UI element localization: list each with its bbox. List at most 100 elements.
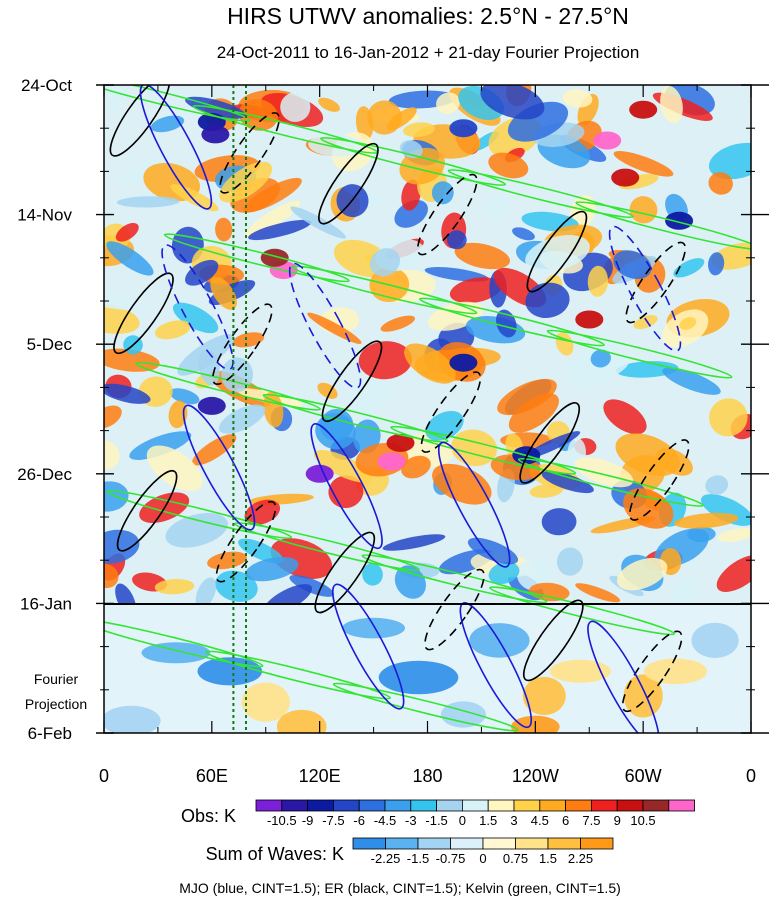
obs-colorbar-box xyxy=(255,799,283,812)
obs-anomaly-patch xyxy=(172,302,219,334)
er-contour xyxy=(318,142,379,225)
obs-colorbar-box xyxy=(591,799,618,812)
obs-anomaly-core xyxy=(665,211,694,230)
waves-colorbar-box xyxy=(417,837,451,850)
obs-colorbar-box xyxy=(642,799,670,812)
y-tick-label: 16-Jan xyxy=(20,594,72,613)
x-axis-ticks: 0 60E 120E 180 120W 60W 0 xyxy=(99,85,756,786)
waves-colorbar-box xyxy=(515,837,549,850)
obs-colorbar-box xyxy=(384,799,412,812)
obs-anomaly-patch xyxy=(154,320,191,340)
obs-anomaly-core xyxy=(449,119,478,138)
obs-anomaly-patch xyxy=(104,481,129,512)
obs-anomaly-patch xyxy=(150,115,185,133)
obs-anomaly-patch xyxy=(480,85,545,120)
obs-anomaly-patch xyxy=(115,222,139,242)
projection-anomaly-patch xyxy=(104,705,161,733)
obs-anomaly-patch xyxy=(655,448,693,476)
obs-colorbar-level-label: -6 xyxy=(353,813,365,828)
x-tick-label: 60E xyxy=(196,766,228,786)
obs-anomaly-patch xyxy=(482,194,509,221)
obs-anomaly-patch xyxy=(709,398,748,437)
kelvin-contour xyxy=(291,265,478,315)
obs-anomaly-patch xyxy=(394,199,428,228)
obs-anomaly-patch xyxy=(104,304,140,334)
obs-anomaly-patch xyxy=(424,267,489,282)
obs-anomaly-patch xyxy=(382,534,446,551)
obs-anomaly-patch xyxy=(717,528,751,543)
obs-anomaly-patch xyxy=(104,563,119,589)
projection-anomaly-patch xyxy=(141,642,211,664)
obs-anomaly-patch xyxy=(170,184,219,212)
obs-anomaly-patch xyxy=(248,219,312,241)
obs-anomaly-patch xyxy=(104,405,122,429)
waves-colorbar-level-label: -1.5 xyxy=(407,851,429,866)
chart-title: HIRS UTWV anomalies: 2.5°N - 27.5°N xyxy=(227,3,629,29)
mjo-contour xyxy=(587,620,660,733)
kelvin-contour xyxy=(104,618,264,668)
obs-colorbar-box xyxy=(461,799,489,812)
er-contour xyxy=(113,272,174,355)
obs-colorbar-level-label: 4.5 xyxy=(531,813,549,828)
waves-colorbar-level-label: 1.5 xyxy=(539,851,557,866)
er-contour xyxy=(526,210,588,293)
obs-anomaly-patch xyxy=(488,152,529,179)
obs-anomaly-patch xyxy=(432,463,492,505)
obs-anomaly-patch xyxy=(168,400,188,429)
obs-anomaly-patch xyxy=(671,576,698,604)
obs-anomaly-patch xyxy=(679,317,697,330)
obs-anomaly-core xyxy=(593,131,622,150)
y-tick-label: 24-Oct xyxy=(21,76,72,95)
projection-anomaly-patch xyxy=(276,709,327,733)
projection-anomaly-patch xyxy=(623,674,663,718)
obs-colorbar-box xyxy=(358,799,386,812)
obs-anomaly-patch xyxy=(394,565,426,599)
y-tick-label: 5-Dec xyxy=(27,335,73,354)
waves-colorbar: Sum of Waves: K -2.25 -1.5 -0.75 0 0.75 1.5 2.… xyxy=(206,837,614,866)
obs-anomaly-patch xyxy=(623,488,674,529)
kelvin-contour xyxy=(390,425,577,475)
obs-anomaly-patch xyxy=(431,181,454,205)
y-axis-ticks: 24-Oct 14-Nov 5-Dec 26-Dec 16-Jan 6-Feb xyxy=(17,76,769,743)
obs-anomaly-patch xyxy=(215,217,233,242)
obs-anomaly-patch xyxy=(454,242,510,270)
obs-anomaly-patch xyxy=(401,455,431,479)
projection-anomaly-patch xyxy=(378,660,459,695)
obs-colorbar-level-label: 10.5 xyxy=(630,813,655,828)
projection-anomaly-patch xyxy=(440,701,486,728)
obs-anomaly-patch xyxy=(104,529,140,564)
obs-anomaly-patch xyxy=(562,89,593,108)
obs-colorbar-level-label: -7.5 xyxy=(322,813,344,828)
obs-colorbar-level-label: -9 xyxy=(302,813,314,828)
obs-colorbar-level-label: -4.5 xyxy=(374,813,396,828)
x-tick-label: 60W xyxy=(625,766,662,786)
kelvin-contour xyxy=(135,361,321,411)
obs-anomaly-patch xyxy=(633,315,658,330)
obs-colorbar-box xyxy=(668,799,695,812)
obs-anomaly-patch xyxy=(525,235,590,273)
obs-anomaly-patch xyxy=(120,155,169,186)
er-contour xyxy=(321,340,383,423)
obs-anomaly-core xyxy=(449,353,478,372)
obs-anomaly-patch xyxy=(574,457,634,488)
er-contour xyxy=(621,630,683,713)
y-tick-label: 6-Feb xyxy=(28,724,72,743)
obs-anomaly-patch xyxy=(496,309,517,338)
er-contour xyxy=(116,469,178,552)
obs-anomaly-patch xyxy=(516,558,550,591)
kelvin-contour xyxy=(361,554,548,604)
obs-anomaly-patch xyxy=(488,561,520,585)
obs-anomaly-patch xyxy=(508,393,559,433)
kelvin-contour xyxy=(447,169,634,219)
obs-anomaly-patch xyxy=(215,570,258,602)
mjo-contour xyxy=(437,441,511,568)
obs-anomaly-patch xyxy=(701,494,751,526)
obs-anomaly-patch xyxy=(613,151,674,177)
obs-anomaly-patch xyxy=(210,276,237,310)
waves-colorbar-level-label: -0.75 xyxy=(436,851,466,866)
obs-anomaly-patch xyxy=(436,92,460,114)
waves-colorbar-label: Sum of Waves: K xyxy=(206,844,344,864)
mjo-contour xyxy=(310,423,383,550)
waves-colorbar-box xyxy=(547,837,581,850)
